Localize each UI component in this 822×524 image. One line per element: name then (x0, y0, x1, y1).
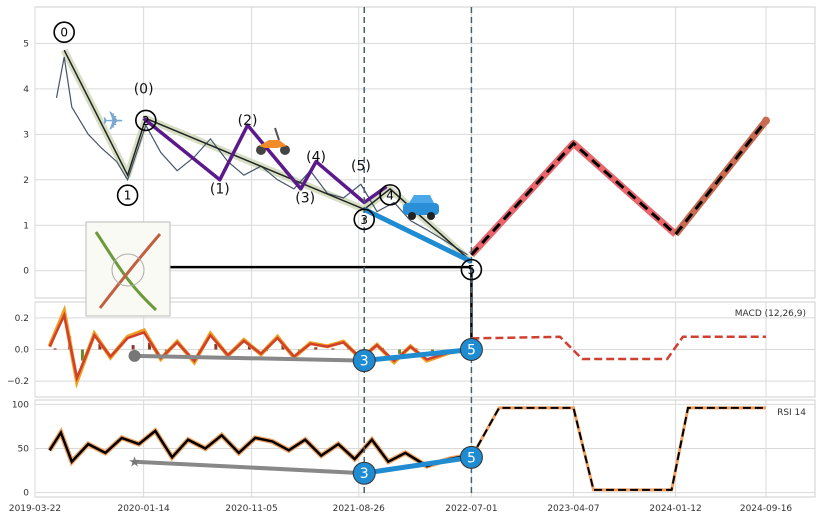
rsi-trend-star-icon: ★ (128, 455, 141, 471)
wave-label-circle (460, 258, 483, 281)
price-y-tick-label: 2 (23, 176, 29, 186)
wave-label-secondary: (0) (134, 81, 154, 97)
wave-label-primary: 3 (360, 213, 368, 227)
wave-label-circle (135, 109, 157, 132)
macd-histogram-bar (331, 348, 335, 350)
overlay-layer: ✈★ (85, 7, 473, 497)
rsi-wave-marker (352, 461, 376, 485)
price-y-tick-label: 0 (23, 267, 29, 277)
rsi-wave-marker-label: 5 (467, 450, 476, 466)
macd-histogram-bar (281, 345, 285, 350)
wave-label-primary: 5 (468, 263, 476, 277)
macd-histogram-bar (314, 347, 318, 350)
wave-label-circle (53, 21, 75, 43)
wave-3-5-segment (363, 207, 473, 264)
x-tick-label: 2020-11-05 (225, 504, 277, 514)
macd-wave-marker-label: 5 (467, 343, 476, 359)
macd-blue-segment (363, 347, 472, 364)
wave-label-primary: 4 (386, 188, 394, 202)
x-tick-label: 2024-09-16 (740, 504, 793, 514)
x-tick-label: 2020-01-14 (117, 504, 170, 514)
rsi-panel-label: RSI 14 (777, 408, 806, 418)
x-tick-label: 2021-08-26 (333, 504, 386, 514)
rsi-trend-line (134, 459, 365, 476)
price-y-tick-label: 4 (23, 85, 29, 95)
x-tick-label: 2019-03-22 (9, 504, 61, 514)
macd-panel-label: MACD (12,26,9) (735, 309, 806, 319)
macd-histogram-bar (247, 346, 251, 350)
wave-label-secondary: (1) (210, 181, 230, 197)
macd-histogram-bar (214, 343, 218, 350)
scooter-wheel-icon (280, 145, 290, 155)
wave-label-circle (116, 184, 139, 207)
rsi-wave-marker (459, 445, 483, 469)
macd-y-tick-label: 0.0 (15, 346, 30, 356)
price-y-tick-label: 3 (23, 130, 29, 140)
wave-label-primary: 0 (60, 26, 68, 40)
car-wheel-icon (408, 212, 416, 220)
wave-label-circle (353, 208, 376, 231)
wave-label-circle (379, 184, 401, 206)
macd-trend-line (134, 353, 365, 363)
wave-label-secondary: (3) (295, 191, 315, 207)
plant-ring-icon (111, 253, 145, 287)
wave-label-secondary: (2) (238, 113, 258, 129)
forecast-dash-line (470, 119, 768, 256)
primary-wave-outline (63, 49, 472, 263)
macd-y-tick-label: −0.2 (7, 377, 29, 387)
macd-wave-marker (459, 338, 483, 361)
plant-stem-icon (98, 233, 162, 309)
macd-y-tick-label: 0.2 (15, 314, 29, 324)
car-wheel-icon (427, 212, 435, 220)
wave-label-secondary: (5) (351, 159, 371, 175)
scooter-icon (256, 127, 290, 155)
rsi-blue-segment (363, 454, 472, 476)
macd-histogram-bar (148, 342, 152, 350)
label-layer: 2019-03-22 2020-01-14 2020-11-05 2021-08-26… (7, 21, 793, 514)
car-roof-icon (409, 195, 434, 203)
wave-label-primary: 1 (124, 189, 132, 203)
price-y-tick-label: 5 (23, 39, 29, 49)
scooter-handle-icon (274, 127, 280, 141)
car-icon (403, 195, 439, 220)
plant-thumbnail-icon (85, 221, 171, 317)
x-tick-label: 2023-04-07 (547, 504, 599, 514)
macd-histogram-bar (80, 349, 84, 361)
wave-label-secondary: (4) (306, 150, 326, 166)
macd-forecast-line (471, 335, 766, 361)
rsi-y-tick-label: 0 (23, 489, 29, 499)
rsi-wave-marker-label: 3 (360, 466, 369, 482)
macd-wave-marker (352, 349, 376, 373)
wave-label-primary: 2 (142, 114, 150, 128)
plant-stem-icon (94, 231, 158, 312)
airplane-icon: ✈ (102, 107, 124, 137)
x-tick-label: 2022-07-01 (445, 504, 497, 514)
forecast-end-point (762, 116, 770, 125)
macd-histogram-bar (131, 345, 135, 350)
price-y-tick-label: 1 (23, 221, 29, 231)
macd-histogram-bar (53, 348, 57, 350)
rsi-forecast-line (470, 406, 766, 491)
macd-trend-start (128, 349, 141, 362)
x-tick-label: 2024-01-12 (649, 504, 701, 514)
macd-histogram-bar (98, 343, 102, 350)
rsi-line (48, 429, 468, 468)
rsi-y-tick-label: 50 (18, 445, 30, 455)
rsi-y-tick-label: 100 (12, 400, 29, 410)
macd-wave-marker-label: 3 (360, 354, 369, 370)
macd-histogram-bar (398, 349, 402, 354)
scooter-body-icon (259, 140, 287, 148)
